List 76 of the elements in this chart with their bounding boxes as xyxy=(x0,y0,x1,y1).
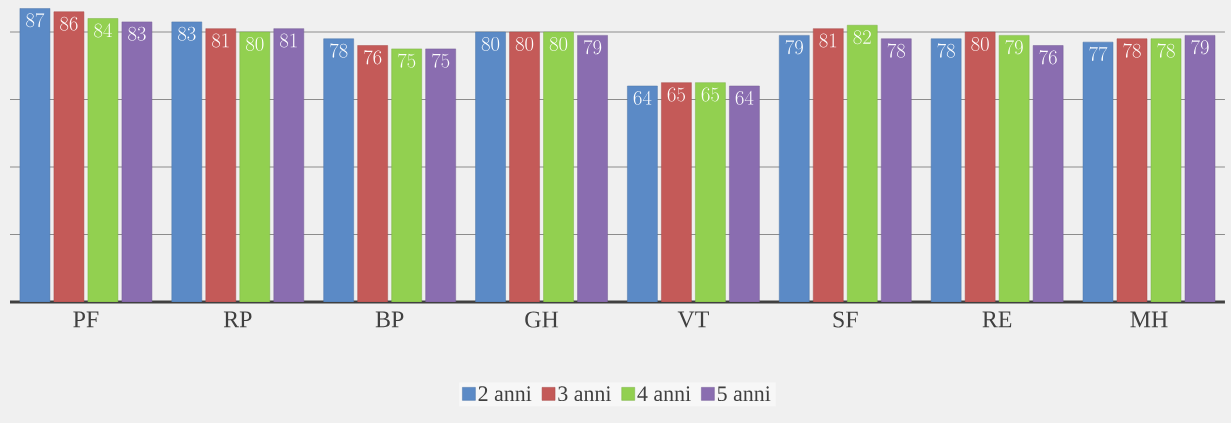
data-label: 80 xyxy=(549,36,568,51)
bar xyxy=(930,38,962,302)
data-label: 83 xyxy=(178,26,196,41)
bar xyxy=(1116,38,1148,302)
bar xyxy=(847,25,878,302)
bar xyxy=(391,48,422,302)
x-tick-label: SF xyxy=(833,311,858,328)
bar xyxy=(729,85,760,302)
data-label: 77 xyxy=(1089,46,1108,62)
bar xyxy=(239,31,271,302)
data-label: 84 xyxy=(94,23,112,38)
legend-label: 3 anni xyxy=(558,386,612,402)
bar xyxy=(273,28,305,302)
data-label: 76 xyxy=(1039,50,1057,65)
bar xyxy=(1082,41,1114,302)
x-tick-label: VT xyxy=(677,311,709,328)
legend-label: 2 anni xyxy=(478,386,532,402)
legend-label: 4 anni xyxy=(637,386,691,402)
data-label: 78 xyxy=(1157,43,1175,58)
data-label: 78 xyxy=(887,43,906,58)
x-tick-label: BP xyxy=(375,311,404,328)
data-label: 79 xyxy=(1191,39,1209,55)
bar xyxy=(779,35,810,302)
data-label: 80 xyxy=(481,36,500,51)
bar xyxy=(1150,38,1182,302)
data-label: 81 xyxy=(819,33,837,48)
data-label: 78 xyxy=(1123,43,1141,58)
data-label: 81 xyxy=(212,33,229,48)
data-label: 76 xyxy=(364,50,382,65)
bar xyxy=(425,48,456,302)
bar xyxy=(661,82,692,302)
bar xyxy=(627,85,658,302)
bar xyxy=(964,31,996,302)
x-tick-label: RP xyxy=(223,311,252,328)
data-label: 80 xyxy=(515,36,534,51)
data-label: 75 xyxy=(398,53,416,68)
bar xyxy=(813,28,844,302)
data-label: 79 xyxy=(1005,39,1023,55)
bar xyxy=(475,31,506,302)
bar xyxy=(205,28,237,302)
data-label: 83 xyxy=(128,26,146,41)
x-tick-label: RE xyxy=(982,311,1012,328)
bar xyxy=(121,21,153,302)
data-label: 78 xyxy=(937,43,955,58)
data-label: 82 xyxy=(853,30,871,45)
x-tick-label: PF xyxy=(73,311,99,328)
data-label: 86 xyxy=(60,16,78,31)
legend-label: 5 anni xyxy=(717,386,771,402)
data-label: 64 xyxy=(735,90,754,105)
bar xyxy=(171,21,203,302)
bar xyxy=(998,35,1030,302)
data-label: 79 xyxy=(584,39,602,55)
data-label: 87 xyxy=(26,12,45,28)
data-label: 75 xyxy=(432,53,450,68)
bar xyxy=(357,45,388,302)
data-label: 65 xyxy=(667,87,685,102)
data-label: 79 xyxy=(785,39,803,55)
x-tick-label: GH xyxy=(525,311,559,328)
bar xyxy=(695,82,726,302)
bar xyxy=(1184,35,1216,302)
bar xyxy=(323,38,354,302)
data-label: 80 xyxy=(971,36,989,51)
data-label: 65 xyxy=(701,87,719,102)
data-label: 80 xyxy=(246,36,264,51)
data-label: 81 xyxy=(280,33,297,48)
x-tick-label: MH xyxy=(1130,311,1168,328)
bar xyxy=(87,18,119,302)
bar xyxy=(53,11,85,302)
bar xyxy=(1032,45,1064,302)
bar xyxy=(881,38,912,302)
bar xyxy=(543,31,574,302)
bar xyxy=(19,8,51,302)
bar xyxy=(577,35,608,302)
data-label: 78 xyxy=(330,43,348,58)
bar xyxy=(509,31,540,302)
data-label: 64 xyxy=(633,90,652,105)
